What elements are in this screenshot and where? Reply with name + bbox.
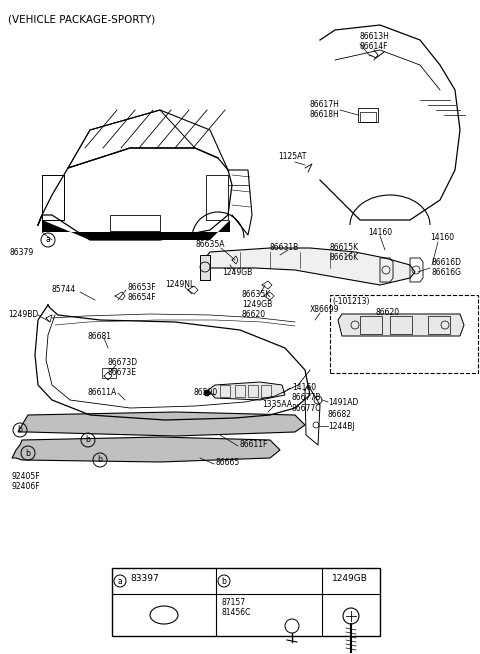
Text: 87157
81456C: 87157 81456C [221, 598, 251, 617]
Polygon shape [42, 220, 230, 240]
Text: 86379: 86379 [10, 248, 34, 257]
Bar [360, 112, 376, 122]
Bar [42, 175, 64, 220]
Text: 86653F
86654F: 86653F 86654F [128, 283, 156, 302]
Text: 85744: 85744 [52, 285, 76, 294]
Text: 83397: 83397 [130, 574, 159, 583]
Bar [261, 385, 271, 397]
Text: 92405F
92406F: 92405F 92406F [12, 472, 41, 491]
Text: 14160
86677B
86677C: 14160 86677B 86677C [292, 383, 322, 413]
Text: a: a [118, 576, 122, 585]
Polygon shape [12, 437, 280, 462]
Text: 1335AA: 1335AA [262, 400, 292, 409]
Circle shape [204, 390, 210, 396]
Text: 14160: 14160 [430, 233, 454, 242]
Text: 14160: 14160 [368, 228, 392, 237]
Text: 86620: 86620 [242, 310, 266, 319]
Text: 86616D
86616G: 86616D 86616G [432, 258, 462, 277]
Text: 86635K: 86635K [242, 290, 271, 299]
Bar [206, 175, 228, 220]
Text: b: b [18, 426, 23, 434]
Text: 1249NL: 1249NL [165, 280, 194, 289]
Bar [330, 295, 478, 373]
Polygon shape [208, 382, 285, 400]
Bar [112, 568, 380, 636]
Polygon shape [205, 248, 415, 285]
Bar [102, 368, 116, 378]
Polygon shape [18, 412, 305, 436]
Text: 1125AT: 1125AT [278, 152, 306, 161]
Text: 86611F: 86611F [240, 440, 268, 449]
Text: 1249GB: 1249GB [222, 268, 252, 277]
Text: b: b [222, 576, 227, 585]
Text: 1249GB: 1249GB [242, 300, 272, 309]
Text: b: b [97, 455, 102, 464]
Text: 86617H
86618H: 86617H 86618H [310, 100, 340, 120]
Text: 1491AD: 1491AD [328, 398, 359, 407]
Text: 86682: 86682 [328, 410, 352, 419]
Bar [110, 215, 160, 231]
Text: 86673D
86673E: 86673D 86673E [108, 358, 138, 377]
Text: b: b [85, 436, 90, 445]
Text: 86635A: 86635A [195, 240, 225, 249]
Bar [248, 385, 258, 397]
Bar [390, 316, 412, 334]
Text: 1249BD: 1249BD [8, 310, 38, 319]
Text: 86665: 86665 [215, 458, 239, 467]
Text: 86611A: 86611A [88, 388, 117, 397]
Bar [428, 316, 450, 334]
Text: 86620: 86620 [375, 308, 399, 317]
Bar [360, 316, 382, 334]
Text: 86613H
86614F: 86613H 86614F [360, 32, 390, 52]
Text: 86590: 86590 [194, 388, 218, 397]
Bar [358, 108, 378, 122]
Text: 1244BJ: 1244BJ [328, 422, 355, 431]
Text: X86699: X86699 [310, 305, 339, 314]
Text: (-101213): (-101213) [332, 297, 370, 306]
Text: (VEHICLE PACKAGE-SPORTY): (VEHICLE PACKAGE-SPORTY) [8, 14, 155, 24]
Text: 86615K
86616K: 86615K 86616K [330, 243, 359, 262]
Text: a: a [46, 235, 50, 245]
Text: 86631B: 86631B [270, 243, 299, 252]
Bar [220, 385, 230, 397]
Bar [235, 385, 245, 397]
Polygon shape [338, 314, 464, 336]
Text: 1249GB: 1249GB [332, 574, 368, 583]
Polygon shape [200, 255, 210, 280]
Text: b: b [25, 449, 30, 458]
Text: 86681: 86681 [88, 332, 112, 341]
